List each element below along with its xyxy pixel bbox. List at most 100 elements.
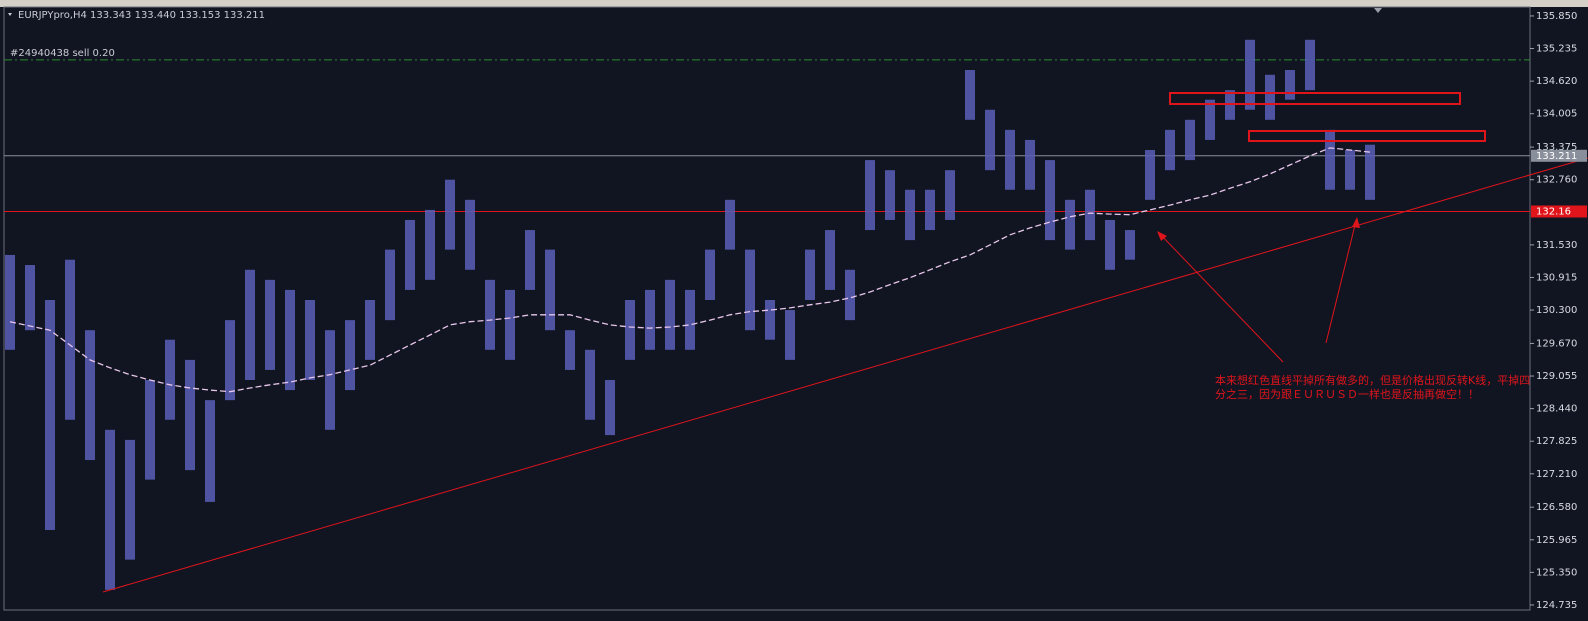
price-bar: [425, 209, 435, 280]
y-tick-label: 134.005: [1536, 109, 1577, 120]
price-bar: [945, 170, 955, 220]
arrow: [1159, 233, 1284, 363]
price-bar: [225, 320, 235, 401]
toolbar-strip: [0, 0, 1588, 7]
price-bar: [385, 249, 395, 321]
price-bar: [565, 330, 575, 370]
price-bar: [1065, 199, 1075, 250]
price-bar: [665, 279, 675, 350]
price-bar: [1125, 230, 1135, 260]
price-bar: [725, 199, 735, 250]
arrow-head: [1157, 231, 1167, 241]
price-bar: [125, 439, 135, 560]
y-tick-label: 128.440: [1536, 404, 1577, 415]
price-bar: [445, 179, 455, 250]
price-bar: [105, 429, 115, 590]
price-bar: [1305, 39, 1315, 91]
y-tick-label: 129.670: [1536, 338, 1577, 349]
y-tick-label: 125.350: [1536, 567, 1577, 578]
y-tick-label: 124.735: [1536, 600, 1577, 611]
price-bar: [365, 299, 375, 360]
chart-header: EURJPYpro,H4 133.343 133.440 133.153 133…: [18, 10, 265, 21]
price-bar: [305, 299, 315, 381]
price-box: [1531, 205, 1587, 218]
arrow-head: [1352, 217, 1360, 228]
price-bar: [285, 289, 295, 391]
y-tick-label: 132.760: [1536, 175, 1577, 186]
price-bar: [1285, 70, 1295, 100]
price-bar: [1245, 39, 1255, 110]
price-bar: [405, 219, 415, 290]
price-bar: [1165, 129, 1175, 171]
y-tick-label: 134.620: [1536, 76, 1577, 87]
price-bar: [25, 265, 35, 331]
price-bar: [1325, 129, 1335, 190]
y-tick-label: 127.210: [1536, 469, 1577, 480]
price-bar: [505, 289, 515, 360]
price-bar: [245, 269, 255, 381]
y-tick-label: 126.580: [1536, 502, 1577, 513]
price-bar: [805, 249, 815, 300]
plot-area: [4, 39, 1530, 590]
order-label: #24940438 sell 0.20: [10, 48, 115, 59]
price-bar: [885, 170, 895, 220]
y-tick-label: 130.300: [1536, 305, 1577, 316]
price-bar: [1265, 74, 1275, 120]
moving-average: [9, 147, 1371, 393]
price-bar: [525, 230, 535, 290]
price-bar: [865, 160, 875, 231]
price-bar: [325, 330, 335, 430]
price-bar: [1205, 99, 1215, 140]
price-label: 133.211: [1536, 151, 1577, 162]
price-bar: [1085, 189, 1095, 241]
price-bar: [765, 299, 775, 340]
annotation: 本来想红色直线平掉所有做多的，但是价格出现反转K线，平掉四: [1215, 373, 1530, 387]
y-tick-label: 130.915: [1536, 272, 1577, 283]
zone-box: [1169, 92, 1461, 105]
price-box: [1531, 149, 1587, 162]
price-bar: [985, 109, 995, 171]
price-label: 132.16: [1536, 206, 1571, 217]
price-bar: [1185, 119, 1195, 161]
y-tick-label: 135.850: [1536, 11, 1577, 22]
price-bar: [545, 249, 555, 331]
price-bar: [965, 70, 975, 120]
trend-line: [102, 157, 1588, 593]
price-bar: [85, 330, 95, 461]
price-bar: [1105, 219, 1115, 270]
y-tick-label: 127.825: [1536, 436, 1577, 447]
price-bar: [705, 249, 715, 300]
price-bar: [345, 320, 355, 391]
price-bar: [905, 189, 915, 241]
price-bar: [1345, 150, 1355, 190]
price-bar: [465, 199, 475, 270]
price-bar: [685, 289, 695, 350]
price-bar: [65, 259, 75, 420]
price-bar: [745, 249, 755, 331]
y-tick-label: 125.965: [1536, 535, 1577, 546]
arrow: [1325, 220, 1357, 344]
price-bar: [1045, 160, 1055, 241]
y-tick-label: 135.235: [1536, 44, 1577, 55]
price-bar: [625, 299, 635, 360]
annotation: 分之三，因为跟ＥＵＲＵＳＤ一样也是反抽再做空！！: [1215, 387, 1479, 401]
price-bar: [1365, 144, 1375, 200]
price-bar: [785, 310, 795, 360]
price-bar: [1005, 129, 1015, 190]
price-bar: [825, 230, 835, 290]
price-bar: [645, 289, 655, 350]
scroll-marker: [1374, 8, 1382, 13]
price-bar: [265, 279, 275, 370]
price-bar: [925, 189, 935, 231]
price-bar: [45, 299, 55, 530]
price-bar: [845, 269, 855, 321]
price-bar: [585, 349, 595, 420]
price-bar: [185, 359, 195, 471]
price-bar: [5, 254, 15, 350]
price-bar: [1145, 150, 1155, 200]
y-tick-label: 129.055: [1536, 371, 1577, 382]
price-bar: [145, 380, 155, 480]
price-bar: [605, 380, 615, 436]
